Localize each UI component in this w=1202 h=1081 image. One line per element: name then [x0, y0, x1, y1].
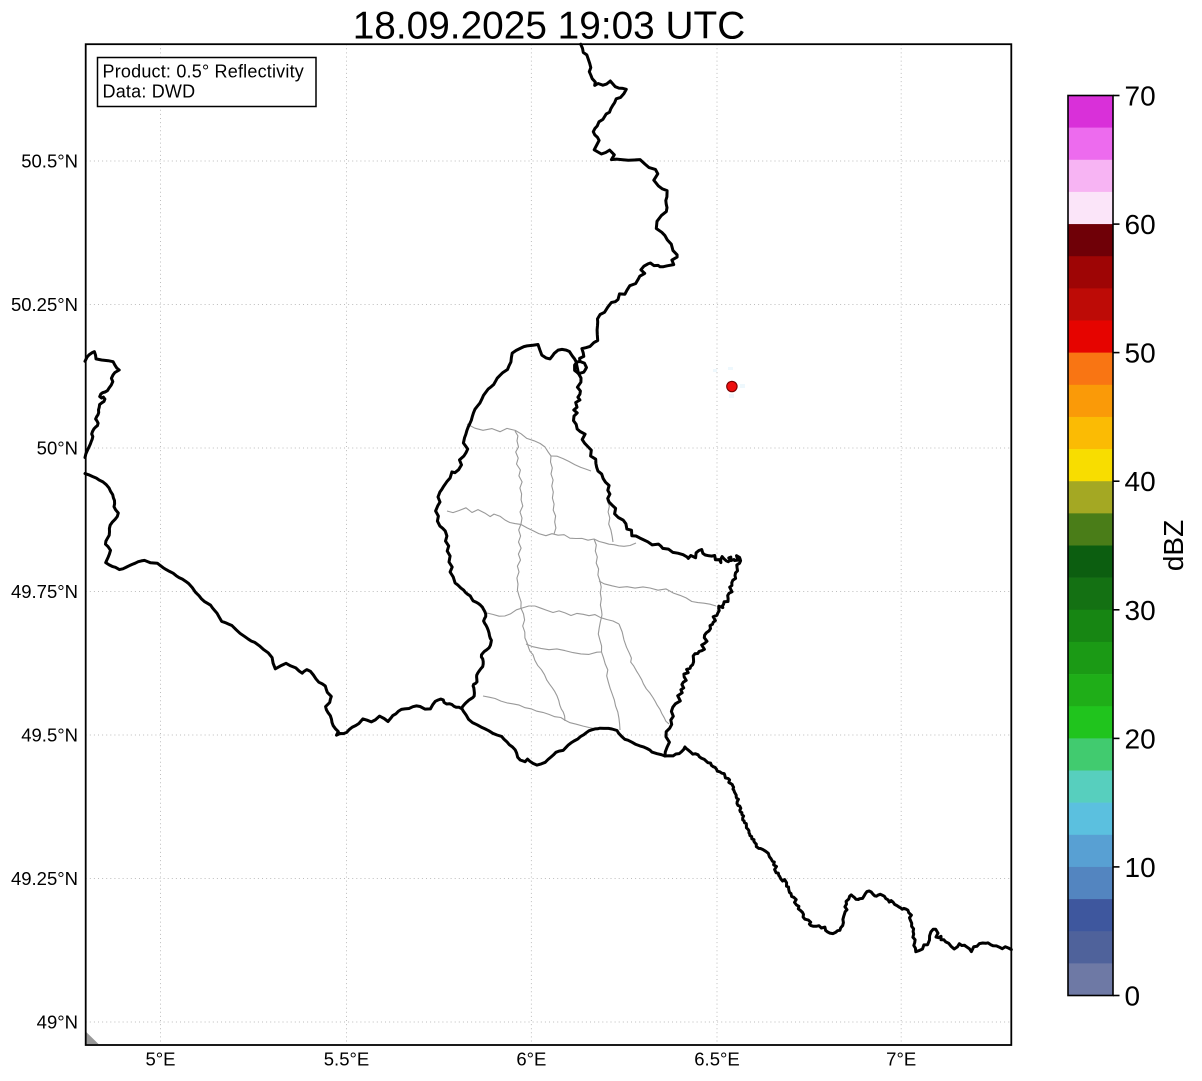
- svg-text:50.5°N: 50.5°N: [21, 150, 78, 171]
- svg-text:5°E: 5°E: [145, 1049, 175, 1070]
- svg-text:50°N: 50°N: [37, 437, 78, 458]
- svg-text:6°E: 6°E: [516, 1049, 546, 1070]
- svg-text:40: 40: [1125, 466, 1156, 497]
- svg-text:10: 10: [1125, 852, 1156, 883]
- svg-text:Product: 0.5° Reflectivity: Product: 0.5° Reflectivity: [103, 62, 304, 82]
- svg-text:70: 70: [1125, 81, 1156, 112]
- svg-text:49.75°N: 49.75°N: [11, 581, 78, 602]
- svg-text:50.25°N: 50.25°N: [11, 294, 78, 315]
- svg-text:5.5°E: 5.5°E: [324, 1049, 369, 1070]
- svg-text:18.09.2025 19:03 UTC: 18.09.2025 19:03 UTC: [353, 5, 746, 48]
- svg-text:6.5°E: 6.5°E: [694, 1049, 739, 1070]
- svg-text:60: 60: [1125, 209, 1156, 240]
- svg-text:49.25°N: 49.25°N: [11, 868, 78, 889]
- svg-text:7°E: 7°E: [886, 1049, 916, 1070]
- svg-text:20: 20: [1125, 723, 1156, 754]
- svg-text:dBZ: dBZ: [1158, 520, 1189, 571]
- svg-text:50: 50: [1125, 338, 1156, 369]
- svg-text:49.5°N: 49.5°N: [21, 724, 78, 745]
- svg-text:0: 0: [1125, 981, 1141, 1012]
- svg-text:49°N: 49°N: [37, 1011, 78, 1032]
- svg-text:Data: DWD: Data: DWD: [103, 82, 196, 102]
- svg-text:30: 30: [1125, 595, 1156, 626]
